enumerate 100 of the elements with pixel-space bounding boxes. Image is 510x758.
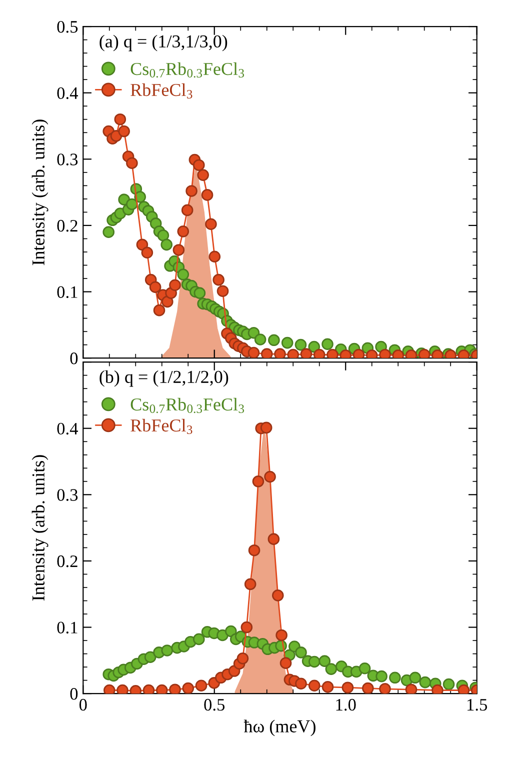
point [272, 590, 284, 602]
point [236, 652, 249, 664]
point [308, 680, 320, 692]
point [197, 169, 209, 181]
point [186, 185, 198, 197]
point [116, 684, 128, 694]
point [362, 682, 374, 694]
point [103, 684, 116, 694]
x-tick-label: 0.5 [204, 698, 225, 711]
point [126, 198, 138, 210]
x-tick-label: 1.0 [336, 698, 356, 711]
y-tick-label: 0.4 [57, 422, 78, 435]
point [161, 644, 174, 656]
point [322, 338, 334, 350]
point [313, 348, 326, 358]
y-tick-label: 0 [70, 688, 78, 700]
point [169, 684, 181, 694]
point [432, 684, 444, 694]
point [268, 334, 280, 346]
point [144, 651, 156, 664]
legend-label: RbFeCl$_{3}$ [130, 418, 192, 434]
point [322, 681, 334, 693]
point [114, 113, 126, 126]
legend-label: RbFeCl$_{3}$ [130, 83, 192, 99]
point [161, 296, 174, 308]
point [268, 533, 280, 545]
point [325, 663, 338, 675]
point [342, 682, 354, 694]
legend-label: Cs$_{0.7}$Rb$_{0.3}$FeCl$_{3}$ [130, 398, 244, 414]
point [295, 646, 307, 658]
point [212, 274, 224, 286]
point [192, 159, 205, 172]
x-tick-label: 0 [79, 698, 87, 711]
y-tick-label: 0.3 [57, 154, 78, 166]
y-tick-label: 0.4 [57, 87, 78, 100]
y-axis-title: Intensity (arb. units) [32, 455, 48, 601]
point [318, 655, 331, 667]
point [153, 304, 166, 316]
point [254, 334, 266, 346]
point [300, 348, 312, 358]
point [182, 682, 194, 694]
point [379, 683, 391, 694]
point [194, 287, 206, 299]
point [169, 279, 181, 292]
point [142, 684, 155, 694]
point [442, 678, 455, 690]
y-axis-title: Intensity (arb. units) [32, 120, 48, 266]
point [172, 244, 185, 256]
point [248, 544, 260, 556]
chart-title: (a) q = (1/3,1/3,0) [100, 34, 228, 52]
point [260, 422, 272, 434]
point [287, 348, 300, 358]
point [264, 470, 276, 483]
x-axis-title: ħω (meV) [244, 720, 316, 736]
point [177, 226, 190, 238]
point [294, 338, 307, 351]
point [156, 684, 168, 694]
point [149, 281, 162, 294]
point [409, 672, 422, 684]
point [379, 348, 391, 358]
point [358, 662, 371, 674]
point [181, 204, 194, 216]
point [225, 625, 237, 638]
point [276, 629, 288, 642]
point [260, 348, 273, 358]
y-tick-label: 0.1 [57, 286, 78, 298]
legend-label: Cs$_{0.7}$Rb$_{0.3}$FeCl$_{3}$ [130, 62, 244, 78]
point [248, 346, 260, 358]
point [418, 348, 430, 358]
point [216, 285, 229, 297]
point [244, 578, 256, 590]
point [295, 678, 307, 690]
chart-title: (b) q = (1/2,1/2,0) [100, 370, 228, 387]
point [326, 348, 338, 358]
point [195, 680, 208, 692]
point [419, 676, 432, 688]
point [205, 218, 217, 230]
point [389, 672, 401, 684]
point [118, 125, 130, 138]
point [240, 621, 253, 634]
point [405, 684, 418, 694]
point [458, 684, 470, 694]
x-tick-label: 1.5 [468, 699, 488, 711]
point [160, 238, 172, 251]
point [141, 246, 154, 259]
y-tick-label: 0.1 [57, 622, 78, 634]
point [281, 336, 294, 349]
point [126, 157, 138, 170]
point [157, 229, 170, 242]
y-tick-label: 0.2 [57, 220, 78, 232]
y-tick-label: 0.5 [57, 21, 78, 33]
point [280, 657, 292, 669]
point [308, 656, 320, 668]
point [252, 475, 264, 488]
point [177, 268, 190, 280]
point [376, 670, 388, 682]
y-tick-label: 0 [70, 352, 78, 364]
point [208, 250, 221, 263]
point [201, 189, 214, 201]
point [274, 348, 286, 358]
